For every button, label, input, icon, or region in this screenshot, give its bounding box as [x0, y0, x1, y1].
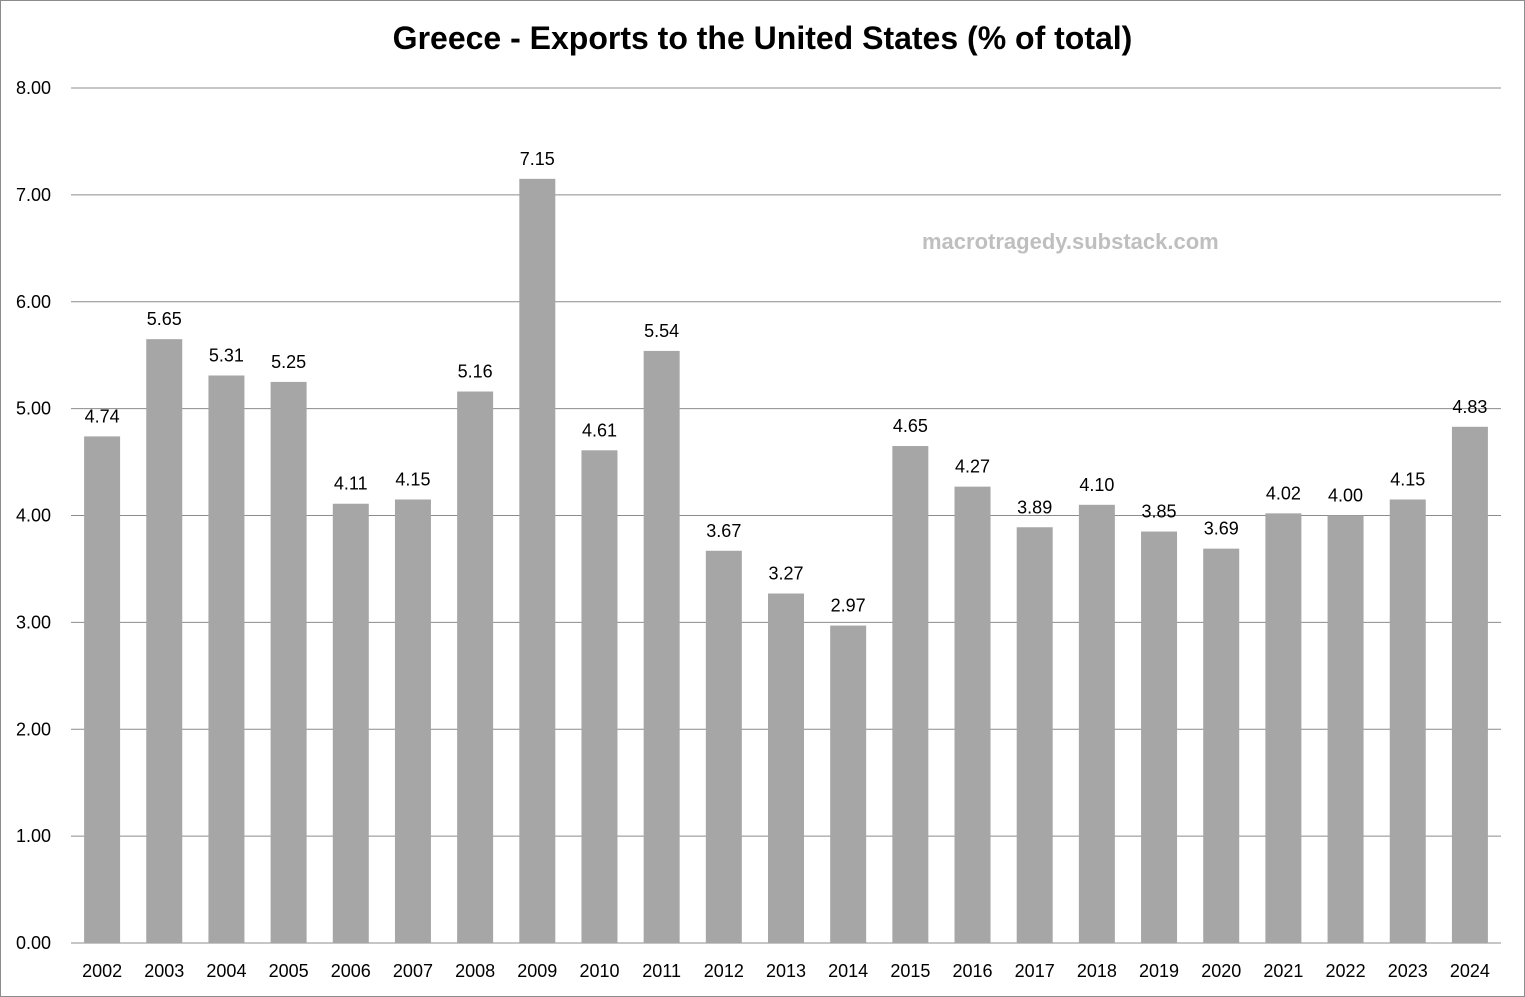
watermark: macrotragedy.substack.com — [922, 229, 1219, 254]
bar-2022 — [1327, 515, 1364, 943]
x-tick-label: 2009 — [517, 961, 557, 981]
x-tick-label: 2019 — [1139, 961, 1179, 981]
bar-2015 — [892, 446, 929, 943]
bar-2018 — [1078, 504, 1115, 943]
x-tick-label: 2003 — [144, 961, 184, 981]
x-tick-label: 2006 — [331, 961, 371, 981]
x-tick-label: 2020 — [1201, 961, 1241, 981]
x-tick-label: 2008 — [455, 961, 495, 981]
data-label: 4.15 — [1390, 469, 1425, 489]
bar-2024 — [1451, 426, 1488, 943]
bar-2007 — [394, 499, 431, 943]
x-tick-label: 2004 — [206, 961, 246, 981]
y-tick-label: 4.00 — [16, 506, 51, 526]
x-tick-label: 2018 — [1077, 961, 1117, 981]
data-label: 5.65 — [147, 309, 182, 329]
data-label: 4.27 — [955, 457, 990, 477]
x-tick-label: 2022 — [1326, 961, 1366, 981]
y-tick-label: 2.00 — [16, 719, 51, 739]
data-label: 5.54 — [644, 321, 679, 341]
y-tick-label: 0.00 — [16, 933, 51, 953]
x-tick-label: 2017 — [1015, 961, 1055, 981]
x-tick-label: 2002 — [82, 961, 122, 981]
data-label: 3.27 — [768, 564, 803, 584]
x-axis: 2002 2003 2004 2005 2006 2007 2008 2009 2010 2011… — [82, 961, 1490, 981]
bar-2014 — [830, 625, 867, 943]
x-tick-label: 2005 — [269, 961, 309, 981]
bar-2009 — [519, 178, 556, 943]
bar-2003 — [146, 339, 183, 943]
x-tick-label: 2007 — [393, 961, 433, 981]
bar-2002 — [84, 436, 121, 943]
bar-2020 — [1203, 548, 1240, 943]
data-label: 4.83 — [1452, 397, 1487, 417]
bar-2012 — [705, 550, 742, 943]
bars — [84, 178, 1488, 944]
x-tick-label: 2013 — [766, 961, 806, 981]
data-label: 4.00 — [1328, 486, 1363, 506]
data-labels: 4.74 5.65 5.31 5.25 4.11 4.15 5.16 7.15 4.61 5.54… — [85, 149, 1488, 616]
x-tick-label: 2015 — [890, 961, 930, 981]
chart-title: Greece - Exports to the United States (%… — [392, 20, 1133, 56]
y-tick-label: 7.00 — [16, 185, 51, 205]
data-label: 4.65 — [893, 416, 928, 436]
x-tick-label: 2021 — [1263, 961, 1303, 981]
bar-2008 — [457, 391, 494, 943]
data-label: 4.11 — [334, 474, 368, 494]
bar-2023 — [1389, 499, 1426, 943]
data-label: 4.74 — [85, 406, 120, 426]
bar-2021 — [1265, 513, 1302, 943]
bar-2017 — [1016, 527, 1053, 943]
data-label: 3.69 — [1204, 519, 1239, 539]
data-label: 5.31 — [209, 345, 244, 365]
bar-2006 — [332, 503, 369, 943]
data-label: 5.16 — [458, 362, 493, 382]
x-tick-label: 2011 — [642, 961, 681, 981]
data-label: 4.61 — [582, 420, 617, 440]
y-tick-label: 8.00 — [16, 78, 51, 98]
y-axis: 0.00 1.00 2.00 3.00 4.00 5.00 6.00 7.00 8.00 — [16, 78, 51, 953]
data-label: 3.67 — [706, 521, 741, 541]
x-tick-label: 2024 — [1450, 961, 1490, 981]
y-tick-label: 1.00 — [16, 826, 51, 846]
x-tick-label: 2016 — [952, 961, 992, 981]
bar-2004 — [208, 375, 245, 943]
y-tick-label: 6.00 — [16, 292, 51, 312]
bar-2019 — [1141, 531, 1178, 943]
data-label: 4.10 — [1079, 475, 1114, 495]
data-label: 2.97 — [831, 596, 866, 616]
bar-2011 — [643, 350, 680, 944]
x-tick-label: 2023 — [1388, 961, 1428, 981]
data-label: 4.15 — [395, 469, 430, 489]
x-tick-label: 2010 — [579, 961, 619, 981]
bar-2013 — [768, 593, 804, 943]
bar-2010 — [581, 450, 618, 943]
x-tick-label: 2012 — [704, 961, 744, 981]
y-tick-label: 3.00 — [16, 612, 51, 632]
data-label: 7.15 — [520, 149, 555, 169]
data-label: 5.25 — [271, 352, 306, 372]
data-label: 3.85 — [1142, 502, 1177, 522]
bar-2016 — [954, 486, 991, 943]
data-label: 4.02 — [1266, 483, 1301, 503]
y-tick-label: 5.00 — [16, 399, 51, 419]
x-tick-label: 2014 — [828, 961, 868, 981]
data-label: 3.89 — [1017, 497, 1052, 517]
bar-2005 — [270, 381, 307, 943]
